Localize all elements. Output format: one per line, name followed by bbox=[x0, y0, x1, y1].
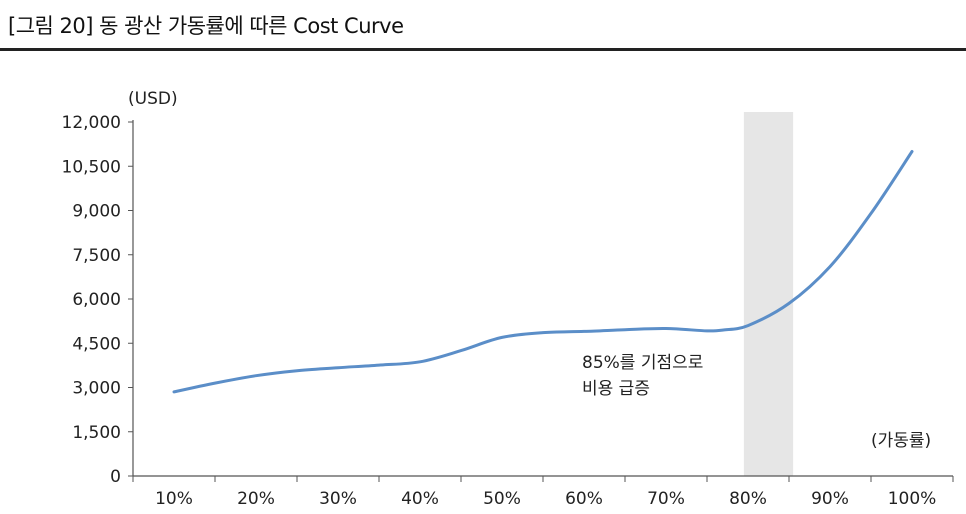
series-line bbox=[172, 150, 914, 394]
x-tick-label: 10% bbox=[155, 489, 193, 509]
x-tick-label: 70% bbox=[647, 489, 685, 509]
y-tick-label: 9,000 bbox=[72, 202, 121, 222]
y-tick-label: 10,500 bbox=[62, 157, 121, 177]
x-tick-label: 60% bbox=[565, 489, 603, 509]
y-tick-label: 4,500 bbox=[72, 334, 121, 354]
y-tick-label: 6,000 bbox=[72, 290, 121, 310]
highlight-band-layer bbox=[743, 112, 794, 476]
y-tick-label: 1,500 bbox=[72, 423, 121, 443]
y-tick-label: 7,500 bbox=[72, 246, 121, 266]
annotation-line-1: 85%를 기점으로 bbox=[582, 353, 703, 373]
x-tick-label: 30% bbox=[319, 489, 357, 509]
y-tick-label: 0 bbox=[110, 467, 121, 487]
annotation-line-2: 비용 급증 bbox=[582, 379, 650, 399]
title-rule bbox=[0, 48, 966, 51]
x-axis-unit-label: (가동률) bbox=[871, 431, 931, 451]
y-tick-label: 12,000 bbox=[62, 113, 121, 133]
x-tick-label: 80% bbox=[729, 489, 767, 509]
series-layer bbox=[172, 150, 914, 394]
x-tick-label: 20% bbox=[237, 489, 275, 509]
figure-title: [그림 20] 동 광산 가동률에 따른 Cost Curve bbox=[8, 14, 404, 38]
x-tick-label: 40% bbox=[401, 489, 439, 509]
x-tick-label: 90% bbox=[811, 489, 849, 509]
x-tick-label: 100% bbox=[888, 489, 937, 509]
y-axis-unit-label: (USD) bbox=[128, 89, 178, 109]
axis-layer bbox=[132, 120, 953, 477]
x-tick-label: 50% bbox=[483, 489, 521, 509]
x-tick-layer: 10% 20% 30% 40% 50% 60% 70% 80% 90% 100% bbox=[132, 476, 954, 509]
highlight-band bbox=[743, 112, 794, 476]
y-tick-label: 3,000 bbox=[72, 379, 121, 399]
y-tick-layer: 0 1,500 3,000 4,500 6,000 7,500 9,000 10,500 12,… bbox=[62, 113, 133, 487]
